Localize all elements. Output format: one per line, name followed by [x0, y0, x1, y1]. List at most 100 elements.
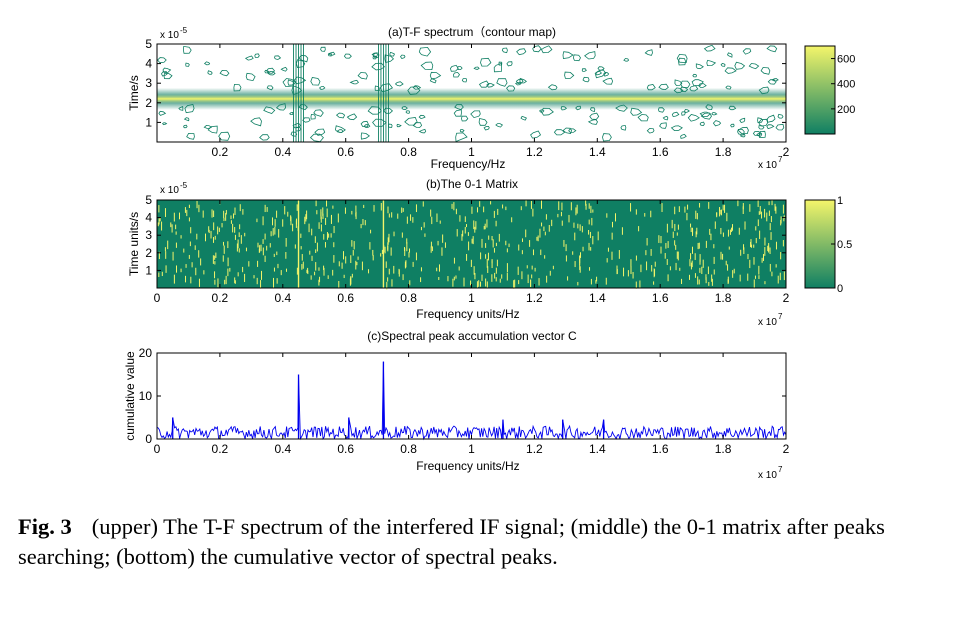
y-tick-label: 1 [145, 263, 152, 277]
y-tick-label: 4 [145, 57, 152, 71]
contour-blob [158, 110, 167, 116]
contour-blob [602, 77, 614, 85]
contour-blob [396, 123, 402, 128]
x-tick: 1 [468, 353, 475, 456]
panel-b-x-exp-base: x 10 [758, 317, 777, 328]
contour-blob [711, 112, 718, 116]
x-tick-label: 0.4 [274, 291, 291, 305]
contour-blob [404, 117, 418, 126]
panel-b-exponent-y: x 10 -5 [160, 181, 188, 196]
contour-blob [553, 129, 566, 136]
contour-blob [703, 44, 716, 52]
y-tick: 5 [145, 37, 786, 51]
contour-blob [767, 79, 777, 85]
x-tick-label: 1.8 [715, 145, 732, 159]
x-tick-label: 0.6 [337, 291, 354, 305]
contour-blob [371, 62, 385, 71]
contour-blob [461, 78, 468, 83]
contour-blob [676, 53, 688, 64]
contour-blob [309, 133, 324, 143]
x-tick: 1.8 [715, 353, 732, 456]
panel-c-x-exp-base: x 10 [758, 470, 777, 481]
x-tick: 1.2 [526, 200, 543, 305]
panel-c-xlabel: Frequency units/Hz [416, 459, 519, 473]
panel-b-plot [157, 200, 786, 290]
contour-blob [418, 46, 432, 57]
contour-blob [737, 129, 745, 136]
y-tick-label: 20 [139, 346, 153, 360]
y-tick-label: 0 [145, 432, 152, 446]
colorbar-tick: 600 [831, 54, 855, 66]
contour-blob [360, 132, 370, 140]
contour-blob [587, 119, 598, 125]
panel-c-x-exp-power: 7 [778, 465, 783, 474]
contour-blob [470, 110, 481, 119]
contour-blob [674, 79, 683, 86]
colorbar-tick: 200 [831, 104, 855, 116]
contour-blob [372, 52, 380, 58]
colorbar-tick: 400 [831, 79, 855, 91]
y-tick-label: 3 [145, 228, 152, 242]
x-tick-label: 1.2 [526, 442, 543, 456]
colorbar-tick-label: 400 [837, 79, 855, 91]
contour-blob [602, 133, 612, 142]
contour-blob [623, 58, 630, 62]
contour-blob [597, 66, 605, 71]
y-tick: 3 [145, 228, 786, 242]
contour-blob [389, 51, 396, 57]
contour-blob [725, 85, 732, 90]
panel-b-xticks: 0 0.2 0.4 0.6 0.8 1 1.2 1.4 1.6 1.8 2 [154, 200, 790, 305]
contour-blob [671, 111, 680, 118]
colorbar-tick-label: 600 [837, 54, 855, 66]
x-tick: 0.8 [400, 200, 417, 305]
contour-blob [603, 71, 610, 77]
contour-blob [384, 54, 394, 63]
contour-blob [726, 52, 733, 58]
accumulation-series [156, 361, 787, 441]
panel-b-yticks: 1 2 3 4 5 [145, 193, 786, 277]
y-tick-label: 3 [145, 76, 152, 90]
contour-blob [582, 76, 590, 83]
contour-blob [161, 71, 168, 77]
x-tick-label: 1.6 [652, 442, 669, 456]
y-tick: 2 [145, 246, 786, 260]
contour-blob [575, 105, 582, 111]
contour-blob [263, 106, 276, 114]
y-tick: 0 [145, 432, 786, 446]
colorbar-tick-label: 0 [837, 283, 843, 295]
contour-blob [486, 83, 495, 88]
contour-blob [186, 132, 195, 140]
contour-blob [162, 67, 172, 73]
contour-blob [760, 67, 771, 75]
panel-b-exponent-x: x 10 7 [758, 312, 783, 328]
x-tick: 1.4 [589, 44, 606, 159]
x-tick-label: 0.4 [274, 442, 291, 456]
x-tick: 1 [468, 44, 475, 159]
contour-blob [615, 104, 628, 112]
contour-blob [335, 112, 346, 119]
contour-blob [290, 131, 298, 137]
x-tick: 1.8 [715, 200, 732, 305]
x-tick-label: 1.4 [589, 145, 606, 159]
contour-blob [540, 45, 553, 54]
contour-blob [705, 104, 713, 111]
contour-blob [412, 122, 423, 128]
contour-blob [520, 115, 527, 121]
contour-blob [266, 85, 274, 91]
contour-blob [646, 84, 656, 91]
panel-c-ylabel: cumulative value [123, 351, 137, 441]
x-tick: 0.8 [400, 44, 417, 159]
contour-blob [581, 68, 587, 72]
x-tick: 1.6 [652, 353, 669, 456]
panel-c-plot [156, 361, 787, 441]
colorbar-tick: 0.5 [831, 239, 852, 251]
contour-blob [742, 48, 752, 55]
colorbar-tick-label: 200 [837, 104, 855, 116]
x-tick-label: 0.8 [400, 291, 417, 305]
contour-blob [777, 113, 784, 119]
colorbar-tick-label: 0.5 [837, 239, 852, 251]
tf-ridge [157, 87, 786, 110]
contour-blob [320, 46, 326, 52]
x-tick: 2 [783, 353, 790, 456]
contour-blob [712, 120, 722, 127]
